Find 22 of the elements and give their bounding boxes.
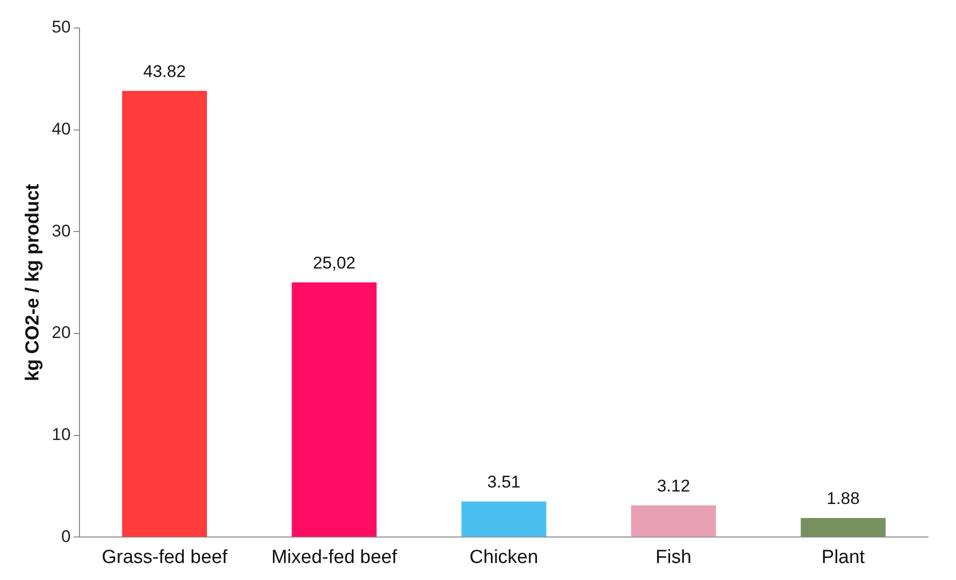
x-tick-label: Fish xyxy=(656,546,692,568)
y-tick-label: 0 xyxy=(61,526,71,546)
bar xyxy=(122,90,207,537)
x-tick-label: Mixed-fed beef xyxy=(271,546,398,568)
bar xyxy=(631,505,716,537)
data-label: 3.51 xyxy=(487,472,520,492)
y-tick-label: 20 xyxy=(52,323,71,342)
y-axis-title: kg CO2-e / kg product xyxy=(22,183,44,382)
x-tick-label: Plant xyxy=(822,546,866,568)
data-label: 1.88 xyxy=(826,489,860,508)
data-label: 25,02 xyxy=(312,254,356,273)
bar xyxy=(461,501,546,537)
y-tick-label: 40 xyxy=(52,120,71,139)
bar xyxy=(292,282,377,537)
y-tick-label: 30 xyxy=(52,221,71,240)
x-tick-label: Grass-fed beef xyxy=(102,546,228,568)
y-tick-label: 50 xyxy=(52,18,71,37)
data-label: 3.12 xyxy=(656,476,690,496)
y-tick-label: 10 xyxy=(52,425,71,444)
data-label: 43.82 xyxy=(143,62,186,82)
bar xyxy=(800,518,886,537)
x-tick-label: Chicken xyxy=(470,546,538,568)
